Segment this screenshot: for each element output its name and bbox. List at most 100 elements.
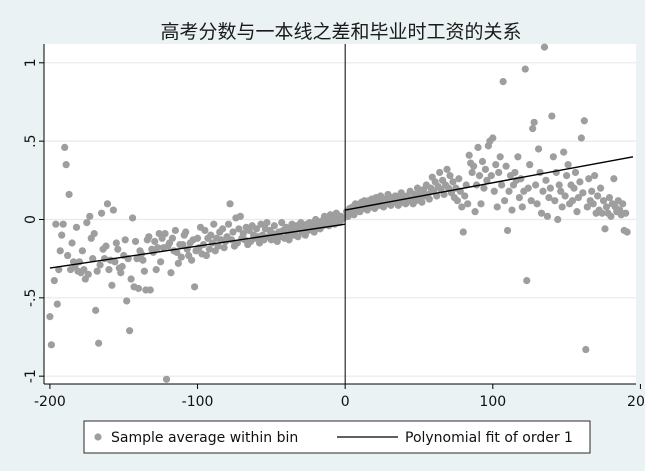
scatter-point — [145, 233, 153, 241]
x-tick-label: -200 — [34, 394, 66, 410]
scatter-point — [579, 189, 587, 197]
x-tick-label: 0 — [341, 394, 350, 410]
scatter-point — [596, 184, 605, 192]
scatter-point — [580, 117, 588, 125]
scatter-point — [146, 286, 154, 294]
scatter-point — [173, 248, 181, 256]
scatter-point — [576, 178, 584, 186]
scatter-point — [128, 214, 137, 222]
scatter-point — [270, 222, 278, 230]
scatter-point — [220, 244, 228, 252]
x-tick-label: -100 — [182, 394, 214, 410]
scatter-point — [425, 195, 433, 203]
scatter-point — [568, 197, 577, 205]
fit-line-segment-1 — [345, 156, 634, 211]
scatter-point — [236, 212, 244, 220]
scatter-point — [490, 187, 498, 195]
scatter-point — [607, 212, 615, 220]
scatter-point — [558, 203, 566, 211]
scatter-point — [126, 327, 134, 335]
scatter-point — [594, 192, 602, 200]
scatter-point — [458, 203, 466, 211]
scatter-point — [555, 181, 563, 189]
scatter-point — [193, 234, 202, 242]
y-tick-label: 0 — [23, 215, 39, 224]
scatter-point — [573, 208, 581, 216]
scatter-point — [557, 187, 565, 195]
scatter-point — [210, 220, 218, 228]
scatter-point — [487, 172, 495, 180]
legend-label-fit: Polynomial fit of order 1 — [405, 430, 573, 446]
scatter-point — [505, 187, 513, 195]
scatter-point — [551, 197, 559, 205]
scatter-point — [436, 168, 444, 177]
scatter-point — [121, 236, 129, 244]
scatter-point — [483, 176, 491, 184]
scatter-point — [157, 258, 165, 266]
scatter-point — [188, 256, 196, 264]
scatter-point — [521, 65, 529, 73]
scatter-point — [252, 225, 261, 233]
scatter-point — [493, 203, 501, 211]
scatter-point — [182, 228, 190, 236]
scatter-point — [602, 203, 611, 211]
scatter-point — [52, 220, 60, 228]
scatter-point — [459, 228, 467, 236]
axes — [43, 44, 636, 385]
scatter-point — [80, 266, 88, 274]
scatter-point — [233, 239, 241, 247]
scatter-point — [171, 226, 179, 235]
scatter-point — [167, 269, 175, 277]
scatter-point — [62, 161, 70, 169]
scatter-point — [622, 209, 630, 217]
scatter-point — [515, 193, 523, 202]
scatter-point — [545, 193, 553, 202]
scatter-point — [117, 269, 125, 277]
scatter-point — [489, 134, 497, 142]
scatter-point — [96, 261, 104, 269]
scatter-point — [285, 236, 293, 244]
scatter-point — [589, 200, 597, 208]
scatter-point — [294, 233, 302, 241]
scatter-point — [502, 162, 510, 170]
scatter-point — [235, 225, 243, 233]
scatter-point — [109, 206, 117, 214]
scatter-point — [151, 237, 159, 246]
scatter-point — [518, 203, 526, 211]
scatter-point — [127, 275, 135, 283]
tick-labels: -200 -100 0 100 200 -1 -.5 0 .5 1 — [23, 58, 645, 410]
scatter-point — [446, 172, 454, 180]
scatter-point — [214, 242, 222, 250]
scatter-point — [561, 192, 569, 200]
scatter-point — [583, 203, 591, 211]
scatter-point — [453, 197, 461, 205]
scatter-point — [591, 172, 599, 180]
scatter-point — [449, 178, 457, 186]
scatter-point — [465, 151, 473, 159]
scatter-point — [53, 300, 61, 308]
scatter-point — [496, 153, 504, 161]
scatter-point — [97, 209, 106, 217]
scatter-point — [202, 251, 210, 260]
scatter-point — [570, 184, 578, 192]
scatter-point — [93, 267, 101, 275]
scatter-point — [475, 172, 484, 180]
scatter-point — [495, 168, 503, 177]
scatter-point — [105, 266, 113, 274]
scatter-point — [219, 225, 227, 233]
scatter-point — [226, 200, 234, 208]
scatter-point — [598, 209, 606, 217]
scatter-point — [511, 168, 519, 177]
legend-marker-icon — [94, 433, 102, 441]
scatter-point — [59, 220, 67, 228]
scatter-point — [65, 190, 73, 199]
scatter-point — [499, 78, 507, 86]
scatter-point — [134, 284, 143, 293]
scatter-point — [263, 219, 271, 227]
scatter-point — [533, 200, 541, 208]
scatter-point — [102, 242, 110, 250]
scatter-point — [78, 247, 86, 255]
y-tick-label: -.5 — [23, 289, 39, 307]
scatter-point — [207, 231, 215, 239]
